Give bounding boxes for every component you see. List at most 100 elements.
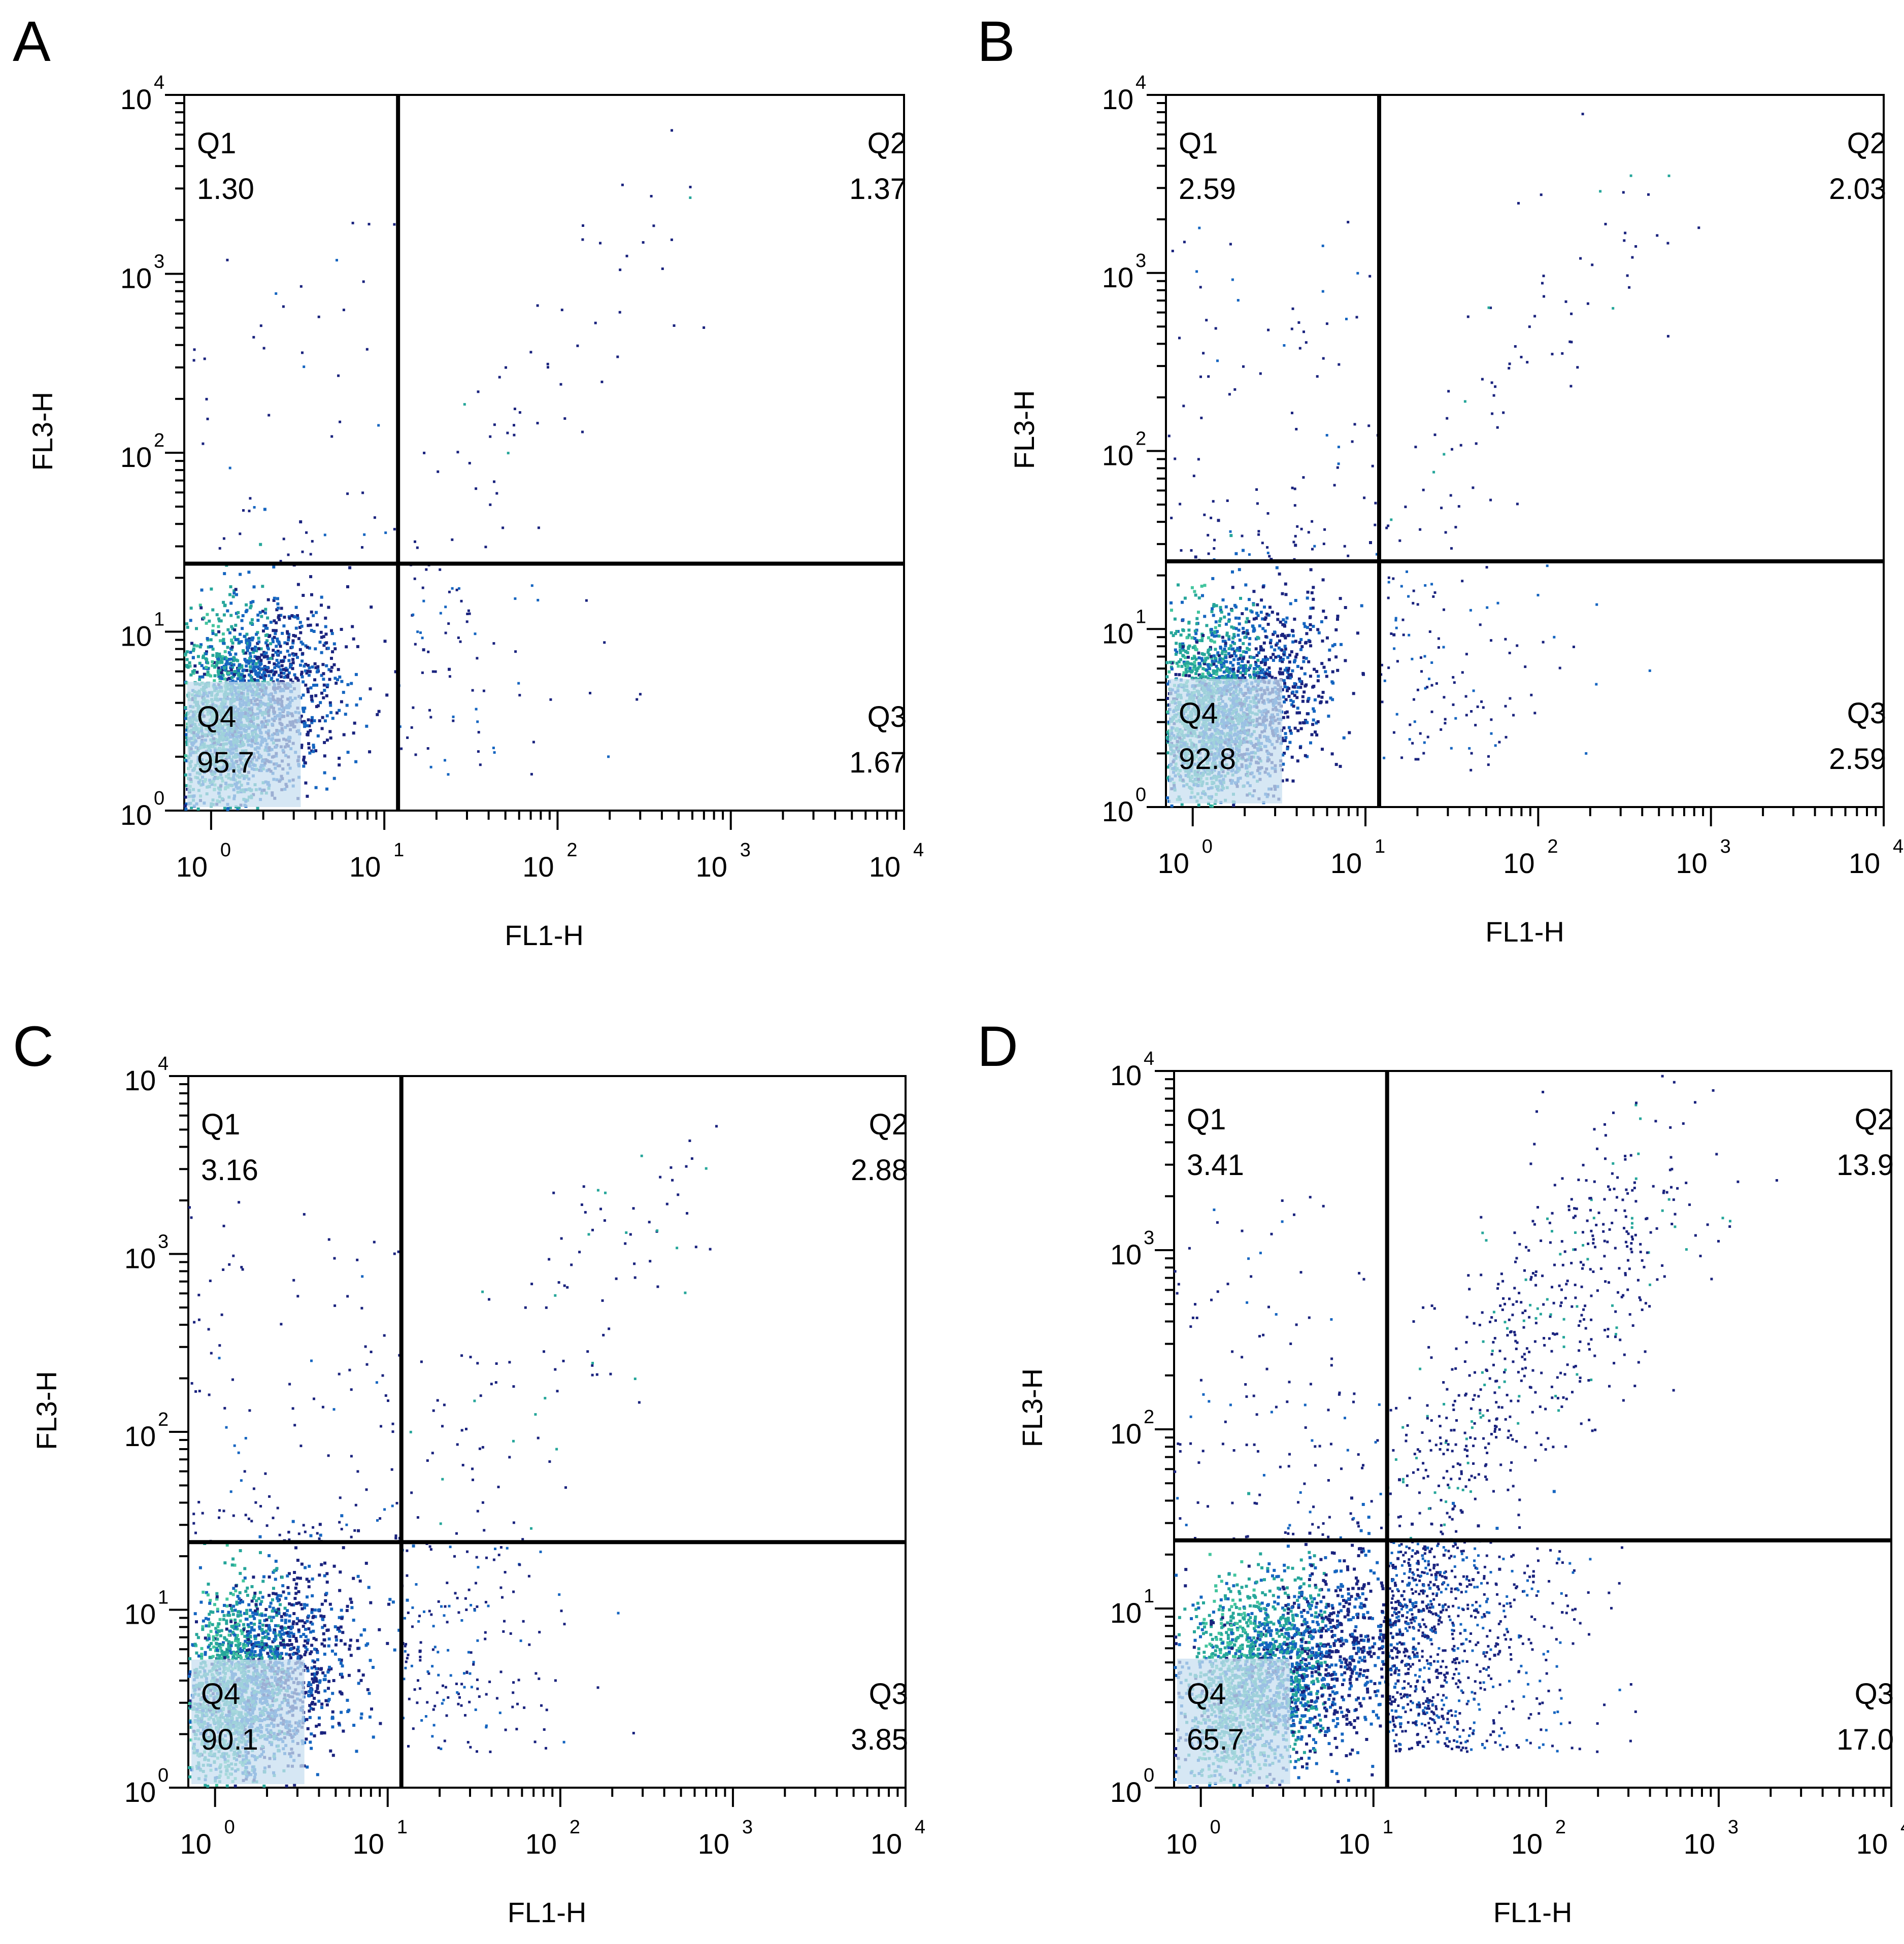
event-dot: [1321, 748, 1324, 751]
event-dot: [1188, 666, 1192, 670]
event-dot: [1213, 631, 1216, 634]
event-dot: [333, 647, 337, 651]
event-dot: [1248, 674, 1251, 677]
event-dot: [292, 653, 296, 657]
event-dot: [1219, 660, 1223, 664]
event-dot: [229, 647, 232, 650]
event-dot: [313, 662, 317, 665]
event-dot: [1322, 665, 1326, 669]
event-dot: [1219, 646, 1222, 650]
event-dot: [1309, 628, 1312, 631]
event-dot: [345, 703, 349, 707]
plot-frame: [183, 94, 905, 812]
event-dot: [185, 759, 189, 762]
event-dot: [185, 681, 188, 685]
event-dot: [313, 678, 317, 682]
event-dot: [203, 357, 206, 360]
event-dot: [671, 129, 673, 132]
event-dot: [300, 744, 304, 747]
event-dot: [291, 667, 294, 671]
event-dot: [471, 689, 474, 692]
panel-a: AQ11.30Q21.37Q31.67Q495.7100101102103104…: [13, 10, 924, 951]
event-dot: [1295, 653, 1298, 656]
event-dot: [191, 656, 195, 659]
event-dot: [266, 670, 270, 674]
event-dot: [300, 671, 304, 674]
event-dot: [276, 597, 279, 600]
event-dot: [1166, 682, 1170, 686]
event-dot: [340, 628, 343, 631]
event-dot: [1233, 676, 1237, 680]
event-dot: [304, 683, 308, 687]
event-dot: [1197, 596, 1201, 599]
event-dot: [338, 763, 341, 767]
event-dot: [416, 630, 419, 633]
event-dot: [1259, 645, 1262, 649]
event-dot: [299, 641, 303, 644]
event-dot: [361, 546, 363, 549]
event-dot: [283, 655, 286, 659]
event-dot: [1209, 804, 1213, 808]
event-dot: [262, 676, 265, 680]
event-dot: [322, 672, 325, 676]
event-dot: [233, 628, 237, 631]
event-dot: [426, 747, 429, 750]
event-dot: [1212, 614, 1215, 617]
event-dot: [1253, 677, 1256, 680]
event-dot: [625, 254, 628, 257]
event-dot: [183, 804, 187, 808]
event-dot: [1299, 638, 1303, 641]
event-dot: [1183, 241, 1186, 244]
event-dot: [489, 503, 492, 506]
event-dot: [256, 679, 259, 682]
event-dot: [1244, 650, 1248, 654]
event-dot: [1197, 803, 1200, 807]
event-dot: [184, 758, 187, 762]
event-dot: [184, 706, 187, 709]
event-dot: [1267, 666, 1271, 669]
event-dot: [1279, 656, 1282, 659]
event-dot: [206, 613, 209, 616]
event-dot: [331, 650, 335, 654]
event-dot: [265, 655, 269, 658]
event-dot: [232, 663, 236, 666]
event-dot: [1305, 657, 1308, 660]
event-dot: [1224, 656, 1228, 659]
event-dot: [1293, 726, 1297, 730]
event-dot: [1235, 649, 1239, 652]
event-dot: [302, 693, 305, 697]
event-dot: [1282, 726, 1286, 730]
event-dot: [320, 691, 323, 695]
event-dot: [1180, 664, 1184, 668]
event-dot: [232, 656, 236, 659]
event-dot: [1194, 677, 1198, 680]
event-dot: [242, 652, 246, 655]
event-dot: [257, 671, 261, 675]
event-dot: [459, 640, 462, 643]
event-dot: [251, 680, 254, 683]
event-dot: [1294, 599, 1297, 602]
event-dot: [1200, 639, 1204, 643]
event-dot: [185, 658, 189, 661]
event-dot: [479, 763, 482, 766]
event-dot: [216, 660, 219, 664]
event-dot: [1301, 695, 1305, 698]
event-dot: [230, 657, 233, 661]
event-dot: [328, 701, 332, 705]
event-dot: [1265, 668, 1269, 672]
event-dot: [332, 777, 336, 780]
quadrant-percent: 1.67: [849, 746, 907, 779]
event-dot: [253, 648, 256, 652]
event-dot: [1289, 673, 1293, 676]
event-dot: [1208, 653, 1211, 656]
event-dot: [223, 806, 226, 810]
event-dot: [1339, 597, 1342, 600]
event-dot: [219, 619, 223, 623]
event-dot: [1351, 440, 1354, 443]
event-dot: [233, 670, 237, 674]
event-dot: [287, 671, 291, 675]
event-dot: [312, 744, 315, 747]
event-dot: [1242, 365, 1245, 368]
event-dot: [342, 309, 345, 312]
y-tick-label: 10: [120, 441, 152, 473]
